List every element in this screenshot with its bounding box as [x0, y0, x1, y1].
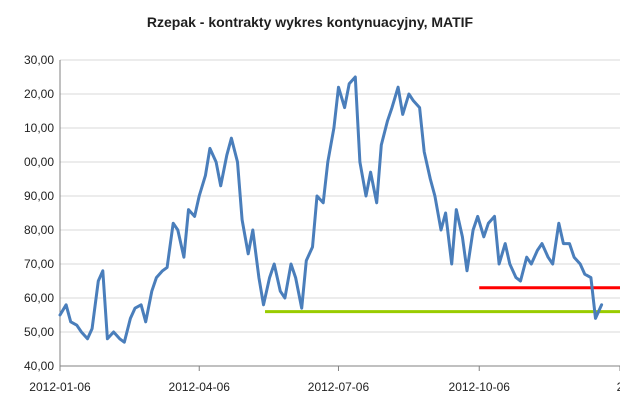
x-axis-ticks: 2012-01-06 2012-04-06 2012-07-06 2012-10-06… [29, 366, 620, 394]
y-tick-label: 20,00 [24, 87, 54, 101]
y-axis-ticks: 40,00 50,00 60,00 70,00 80,00 90,00 00,00 10,00… [24, 53, 54, 373]
y-tick-label: 60,00 [24, 291, 54, 305]
x-tick-label: 2012-04-06 [169, 380, 231, 394]
y-tick-label: 10,00 [24, 121, 54, 135]
x-tick-label: 2012-01-06 [29, 380, 91, 394]
x-tick-label: 2012-07-06 [308, 380, 370, 394]
y-tick-label: 90,00 [24, 189, 54, 203]
y-tick-label: 80,00 [24, 223, 54, 237]
x-tick-label: 2 [617, 380, 620, 394]
y-tick-label: 70,00 [24, 257, 54, 271]
y-tick-label: 30,00 [24, 53, 54, 67]
y-tick-label: 40,00 [24, 359, 54, 373]
series [58, 75, 604, 344]
y-tick-label: 50,00 [24, 325, 54, 339]
reference-lines [265, 286, 620, 314]
x-tick-label: 2012-10-06 [449, 380, 511, 394]
chart-title: Rzepak - kontrakty wykres kontynuacyjny,… [146, 14, 474, 30]
gridlines [60, 59, 620, 333]
series-line [58, 75, 604, 344]
y-tick-label: 00,00 [24, 155, 54, 169]
